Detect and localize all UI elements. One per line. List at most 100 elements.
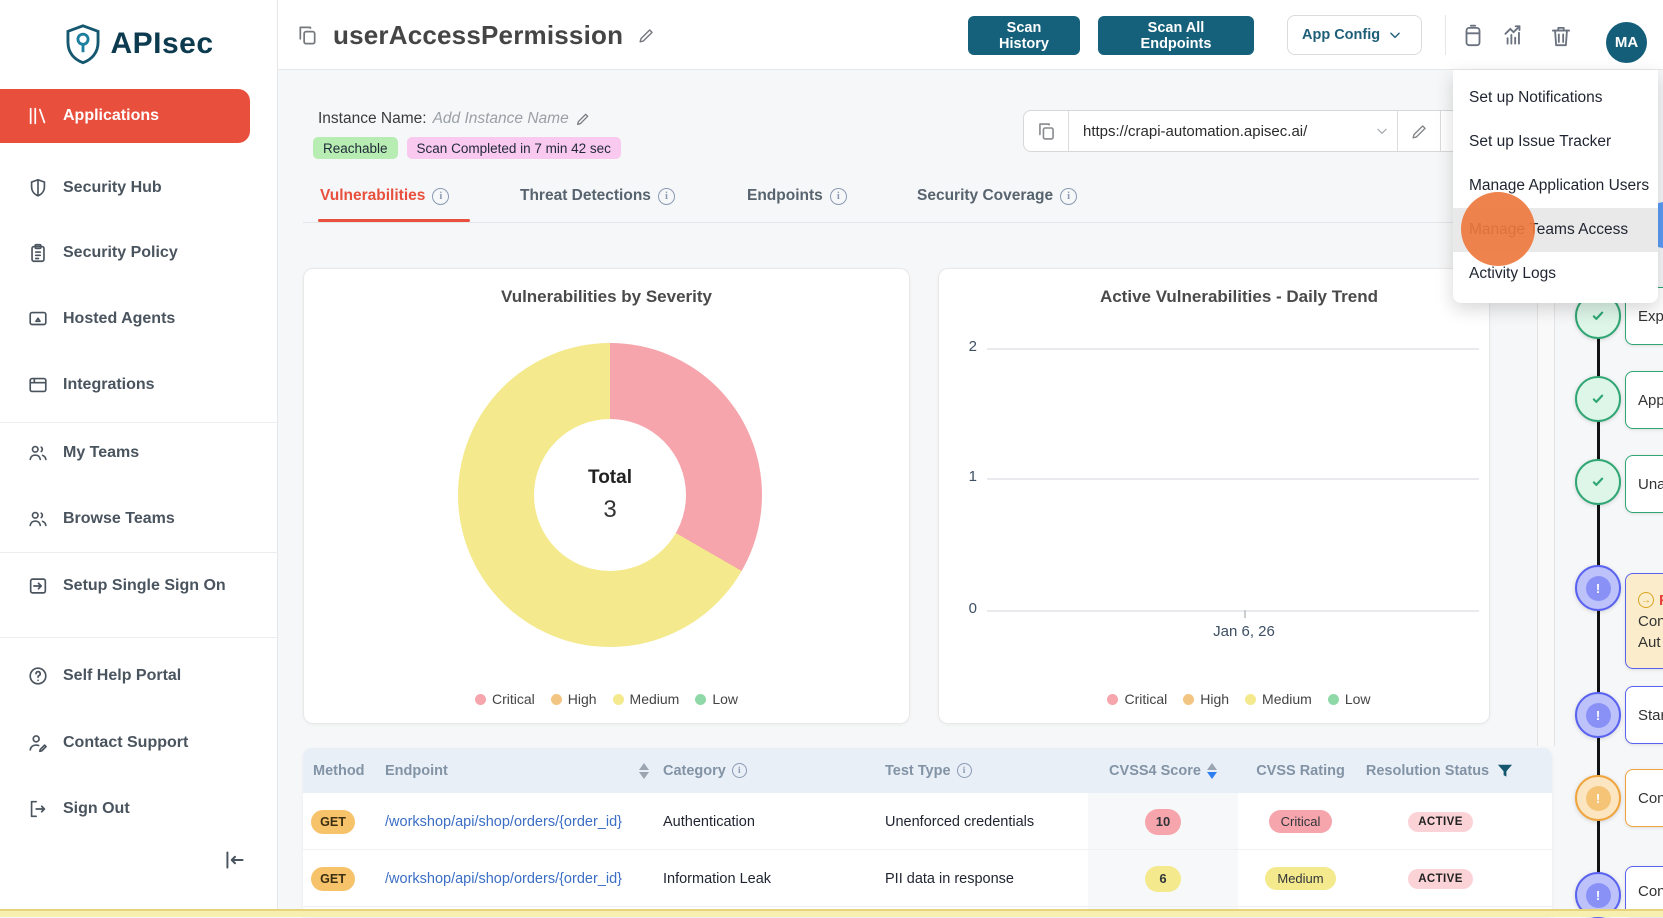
timeline-step-complete-icon[interactable]: [1575, 459, 1621, 505]
scan-history-button[interactable]: Scan History: [968, 16, 1080, 55]
timeline-card[interactable]: App: [1625, 371, 1663, 429]
sidebar-item-label: Setup Single Sign On: [63, 577, 226, 594]
y-tick-0: 0: [968, 600, 977, 617]
col-cvss-rating[interactable]: CVSS Rating: [1256, 762, 1345, 779]
sidebar-item-self-help[interactable]: Self Help Portal: [0, 654, 278, 698]
instance-name-row: Instance Name: Add Instance Name: [318, 110, 591, 128]
endpoint-sort-icon[interactable]: [639, 748, 649, 793]
copy-app-name-icon[interactable]: [296, 24, 319, 47]
score-sort-icon[interactable]: [1206, 762, 1217, 779]
timeline-card[interactable]: Con: [1625, 866, 1663, 917]
legend-item-medium[interactable]: Medium: [1245, 691, 1312, 707]
scan-completed-badge: Scan Completed in 7 min 42 sec: [406, 137, 621, 159]
url-chevron-down-icon[interactable]: [1375, 124, 1389, 138]
info-icon[interactable]: [829, 187, 847, 205]
instance-name-value[interactable]: Add Instance Name: [432, 110, 569, 127]
tab-label: Endpoints: [747, 187, 823, 204]
menu-item-manage-teams-access[interactable]: Manage Teams Access: [1453, 208, 1658, 252]
timeline-step-warning-icon[interactable]: !: [1575, 775, 1621, 821]
edit-title-icon[interactable]: [637, 26, 656, 45]
timeline-card[interactable]: Star: [1625, 686, 1663, 744]
avatar[interactable]: MA: [1606, 22, 1647, 63]
timeline-card[interactable]: Una: [1625, 455, 1663, 513]
archive-icon[interactable]: [1460, 23, 1486, 49]
legend-item-low[interactable]: Low: [695, 691, 738, 707]
sidebar-item-applications[interactable]: Applications: [0, 89, 250, 143]
info-icon[interactable]: [657, 187, 675, 205]
y-tick-1: 1: [968, 468, 977, 485]
status-badges: Reachable Scan Completed in 7 min 42 sec: [313, 137, 621, 159]
info-icon[interactable]: [956, 763, 972, 778]
cvss-rating-badge: Critical: [1268, 810, 1333, 833]
edit-url-icon[interactable]: [1398, 111, 1440, 151]
menu-item-setup-issue-tracker[interactable]: Set up Issue Tracker: [1469, 133, 1612, 150]
monitor-icon: [26, 307, 50, 331]
sidebar-item-integrations[interactable]: Integrations: [0, 363, 278, 407]
col-endpoint[interactable]: Endpoint: [385, 762, 448, 779]
col-test-type[interactable]: Test Type: [885, 748, 972, 793]
active-tab-underline: [318, 219, 470, 222]
legend-item-high[interactable]: High: [1183, 691, 1229, 707]
low-dot: [1327, 693, 1339, 705]
category-cell: Authentication: [663, 813, 755, 830]
col-method[interactable]: Method: [313, 762, 365, 779]
app-config-button[interactable]: App Config: [1287, 15, 1422, 55]
app-url-value: https://crapi-automation.apisec.ai/: [1083, 122, 1308, 140]
sidebar-item-security-policy[interactable]: Security Policy: [0, 231, 278, 275]
trend-chart-icon[interactable]: [1500, 23, 1526, 49]
menu-item-manage-application-users[interactable]: Manage Application Users: [1469, 177, 1650, 194]
col-category[interactable]: Category: [663, 748, 747, 793]
x-axis-tick: [1244, 610, 1246, 618]
tab-endpoints[interactable]: Endpoints: [747, 187, 847, 205]
sidebar-item-my-teams[interactable]: My Teams: [0, 431, 278, 475]
legend-item-critical[interactable]: Critical: [474, 691, 535, 707]
apisec-logo: APIsec: [0, 18, 278, 70]
apisec-shield-icon: [64, 22, 102, 66]
col-cvss4-score[interactable]: CVSS4 Score: [1088, 748, 1238, 793]
tab-security-coverage[interactable]: Security Coverage: [917, 187, 1078, 205]
method-badge: GET: [311, 809, 355, 834]
timeline-step-attention-icon[interactable]: !: [1575, 565, 1621, 611]
content-scroll-rail[interactable]: [1537, 232, 1555, 746]
sidebar-item-browse-teams[interactable]: Browse Teams: [0, 497, 278, 541]
sidebar-item-security-hub[interactable]: Security Hub: [0, 166, 278, 210]
info-icon[interactable]: [731, 763, 747, 778]
sidebar-item-label: Security Hub: [63, 179, 162, 196]
tab-threat-detections[interactable]: Threat Detections: [520, 187, 675, 205]
legend-item-critical[interactable]: Critical: [1107, 691, 1167, 707]
delete-icon[interactable]: [1548, 23, 1574, 49]
scan-all-endpoints-button[interactable]: Scan All Endpoints: [1098, 16, 1254, 55]
legend-item-medium[interactable]: Medium: [612, 691, 679, 707]
tab-vulnerabilities[interactable]: Vulnerabilities: [320, 187, 450, 205]
endpoint-link[interactable]: /workshop/api/shop/orders/{order_id}: [385, 813, 622, 830]
edit-instance-icon[interactable]: [575, 111, 591, 127]
legend-item-high[interactable]: High: [550, 691, 597, 707]
col-resolution-status[interactable]: Resolution Status: [1363, 748, 1518, 793]
tab-label: Threat Detections: [520, 187, 651, 204]
sidebar-item-setup-sso[interactable]: Setup Single Sign On: [0, 564, 278, 608]
sidebar-item-contact-support[interactable]: Contact Support: [0, 721, 278, 765]
x-axis-line: [987, 610, 1479, 612]
severity-donut-chart[interactable]: Total 3: [458, 343, 762, 647]
sidebar-item-hosted-agents[interactable]: Hosted Agents: [0, 297, 278, 341]
timeline-step-complete-icon[interactable]: [1575, 376, 1621, 422]
app-url-input[interactable]: https://crapi-automation.apisec.ai/: [1068, 111, 1398, 151]
timeline-note-card[interactable]: R Con Aut: [1625, 573, 1663, 669]
timeline-step-pending-icon[interactable]: !: [1575, 692, 1621, 738]
copy-url-icon[interactable]: [1024, 111, 1068, 151]
menu-item-activity-logs[interactable]: Activity Logs: [1469, 265, 1557, 282]
filter-icon[interactable]: [1495, 761, 1515, 781]
endpoint-link[interactable]: /workshop/api/shop/orders/{order_id}: [385, 870, 622, 887]
timeline-card[interactable]: Con: [1625, 769, 1663, 827]
legend-item-low[interactable]: Low: [1327, 691, 1371, 707]
sidebar-collapse-icon[interactable]: [218, 843, 252, 877]
sidebar-item-label: Security Policy: [63, 244, 178, 261]
info-icon[interactable]: [432, 187, 450, 205]
menu-item-setup-notifications[interactable]: Set up Notifications: [1469, 89, 1603, 106]
info-icon[interactable]: [1060, 187, 1078, 205]
sidebar-item-sign-out[interactable]: Sign Out: [0, 787, 278, 831]
sign-in-box-icon: [26, 574, 50, 598]
table-row[interactable]: GET /workshop/api/shop/orders/{order_id}…: [303, 793, 1552, 850]
url-extra-segment[interactable]: [1440, 111, 1459, 151]
table-row[interactable]: GET /workshop/api/shop/orders/{order_id}…: [303, 850, 1552, 907]
